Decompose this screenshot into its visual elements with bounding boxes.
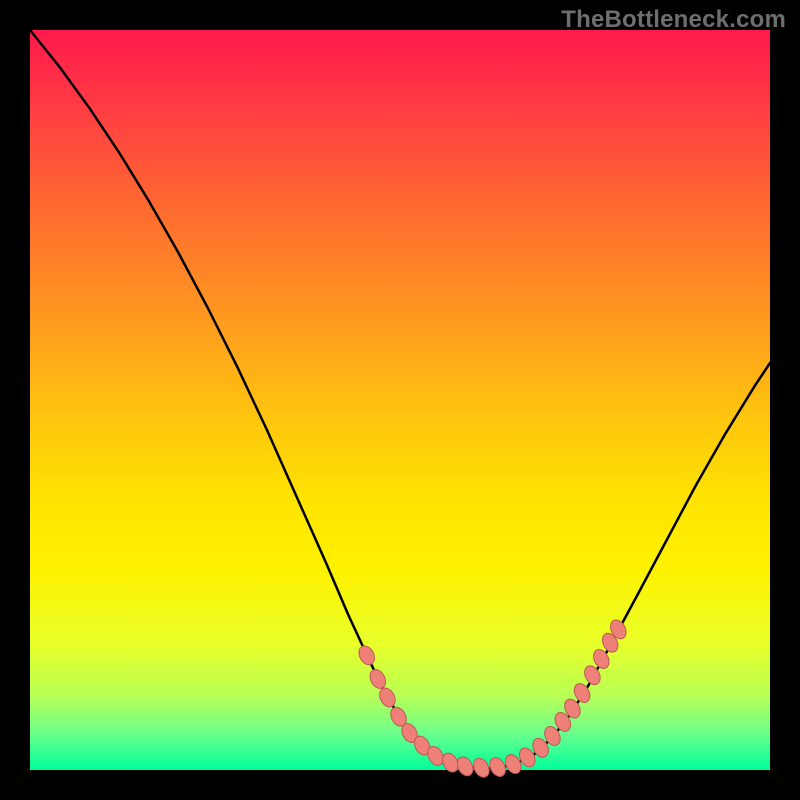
chart-frame: TheBottleneck.com bbox=[0, 0, 800, 800]
watermark-text: TheBottleneck.com bbox=[561, 6, 786, 34]
bottleneck-chart bbox=[0, 0, 800, 800]
gradient-background bbox=[30, 30, 770, 770]
